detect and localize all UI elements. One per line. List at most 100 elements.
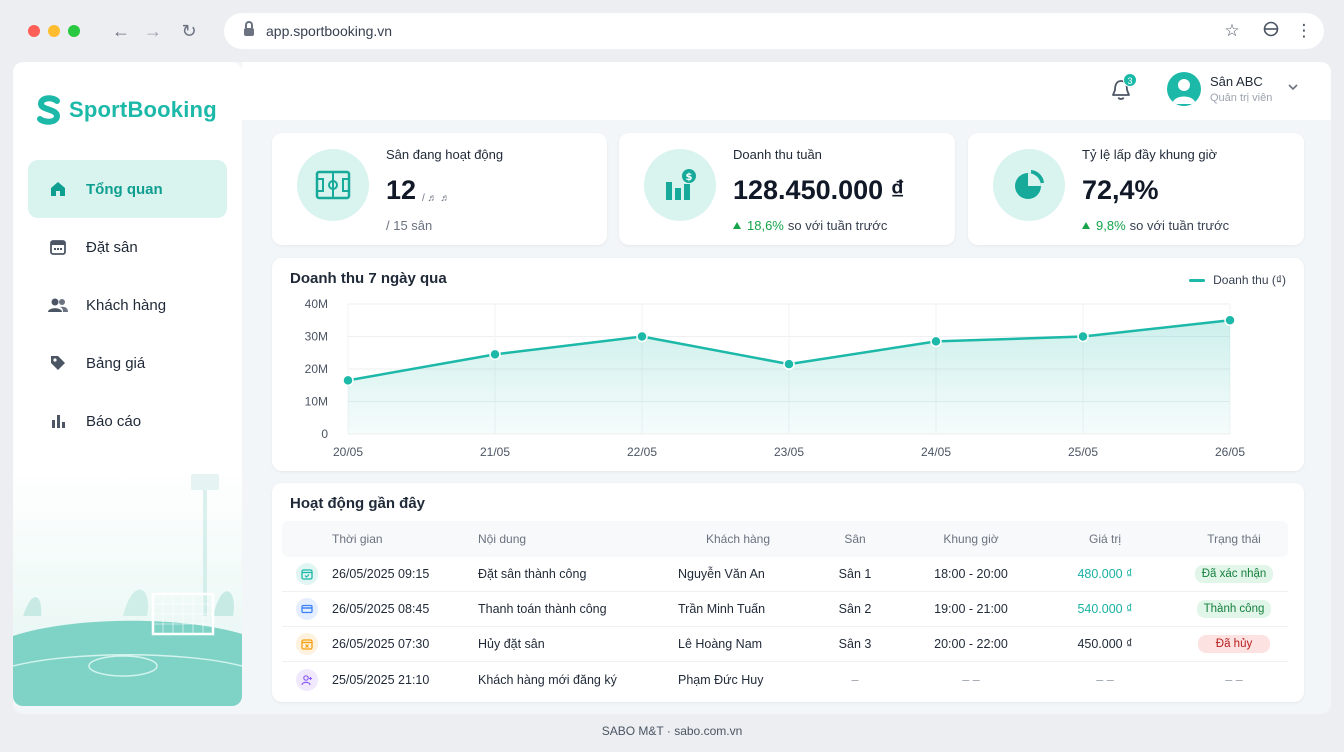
data-point: [342, 374, 354, 387]
x-tick-label: 25/05: [1068, 445, 1098, 459]
revenue-chart-card: Doanh thu 7 ngày qua Doanh thu (₫) 0 10M 2…: [272, 258, 1304, 471]
top-bar: 3 Sân ABC Quản trị viên: [242, 62, 1331, 120]
column-header: Giá trị: [1088, 532, 1121, 546]
maximize-window-button[interactable]: [68, 25, 80, 37]
credit-card-icon: [296, 598, 318, 620]
stat-value: 12: [386, 175, 417, 205]
cell-content: Hủy đặt sân: [478, 637, 545, 651]
sidebar-item-bang-gia[interactable]: Bảng giá: [28, 334, 227, 392]
column-header: Sân: [844, 532, 866, 546]
data-point: [489, 348, 501, 361]
pie-chart-icon: [1015, 170, 1044, 199]
revenue-line-chart: 0 10M 20M 30M 40M 20/05 21/05 22/05 23/05 24/05 25…: [305, 297, 1246, 459]
reload-icon[interactable]: ↻: [181, 21, 197, 41]
chart-legend: Doanh thu (₫): [1189, 273, 1286, 287]
cell-customer: Trần Minh Tuấn: [678, 602, 766, 616]
activity-table: Thời gian Nội dung Khách hàng Sân Khung …: [282, 521, 1288, 697]
data-point: [1224, 314, 1236, 326]
profile-icon[interactable]: [1261, 21, 1281, 41]
y-tick-label: 20M: [305, 362, 328, 376]
stat-title: Sân đang hoạt động: [386, 147, 504, 162]
legend-swatch: [1189, 278, 1206, 282]
cell-value: 540.000 ₫: [1077, 602, 1133, 616]
minimize-window-button[interactable]: [48, 25, 60, 37]
table-row[interactable]: 26/05/2025 09:15 Đặt sân thành công Nguyễn…: [282, 557, 1288, 592]
logo-s-icon: [37, 95, 61, 125]
cell-customer: Nguyễn Văn An: [678, 567, 765, 581]
logo[interactable]: SportBooking: [35, 94, 217, 126]
sidebar-item-label: Bảng giá: [86, 354, 146, 372]
back-arrow-icon[interactable]: ←: [112, 21, 130, 41]
close-window-button[interactable]: [28, 25, 40, 37]
cell-content: Khách hàng mới đăng ký: [478, 672, 617, 687]
lock-icon: [244, 21, 254, 37]
cell-slot: 18:00 - 20:00: [934, 567, 1008, 581]
stat-unit: / ♬ ♬: [422, 193, 451, 204]
sidebar-item-bao-cao[interactable]: Báo cáo: [28, 392, 227, 450]
cell-slot: – –: [962, 672, 980, 687]
chevron-down-icon[interactable]: [1286, 80, 1300, 94]
table-row[interactable]: 25/05/2025 21:10 Khách hàng mới đăng ký Ph…: [282, 662, 1288, 697]
stat-icon-circle: $: [644, 149, 716, 221]
trend-up-icon: [1082, 222, 1090, 229]
url-text: app.sportbooking.vn: [266, 23, 393, 39]
x-tick-label: 21/05: [480, 445, 510, 459]
change-percent: 18,6%: [747, 218, 784, 233]
change-percent: 9,8%: [1096, 218, 1126, 233]
trend-up-icon: [733, 222, 741, 229]
sidebar-item-tong-quan[interactable]: Tổng quan: [28, 160, 227, 218]
column-header: Trạng thái: [1207, 532, 1261, 546]
home-icon: [48, 179, 68, 199]
cell-value: – –: [1096, 672, 1114, 687]
stat-card-active-courts: Sân đang hoạt động 12 / ♬ ♬ / 15 sân: [272, 133, 607, 245]
cell-court: Sân 2: [838, 602, 872, 616]
cell-court: –: [851, 672, 859, 687]
column-header: Khách hàng: [705, 532, 771, 546]
sidebar-item-label: Báo cáo: [86, 412, 142, 430]
sidebar-item-khach-hang[interactable]: Khách hàng: [28, 276, 227, 334]
browser-chrome: ← → ↻ app.sportbooking.vn ☆ ⋮: [0, 0, 1344, 62]
chart-title: Doanh thu 7 ngày qua: [290, 270, 447, 287]
data-point: [930, 335, 942, 348]
calendar-x-icon: [296, 633, 318, 655]
cell-customer: Phạm Đức Huy: [678, 672, 764, 687]
star-icon[interactable]: ☆: [1224, 21, 1240, 40]
calendar-check-icon: [296, 563, 318, 585]
cell-time: 26/05/2025 08:45: [332, 602, 430, 616]
tag-icon: [48, 353, 68, 373]
notification-badge: 3: [1123, 73, 1137, 87]
x-tick-label: 22/05: [627, 445, 657, 459]
field-icon: [315, 170, 351, 200]
x-tick-label: 20/05: [333, 445, 363, 459]
x-tick-label: 24/05: [921, 445, 951, 459]
bar-chart-icon: [48, 411, 68, 431]
cell-value: 480.000 ₫: [1077, 567, 1133, 581]
status-badge: Đã xác nhận: [1194, 565, 1274, 583]
table-row[interactable]: 26/05/2025 07:30 Hủy đặt sân Lê Hoàng Nam S…: [282, 627, 1288, 662]
svg-text:$: $: [686, 172, 693, 183]
address-bar[interactable]: app.sportbooking.vn ☆ ⋮: [224, 13, 1324, 49]
stat-change: 9,8% so với tuần trước: [1082, 218, 1229, 233]
legend-label: Doanh thu (₫): [1213, 273, 1286, 287]
table-body: 26/05/2025 09:15 Đặt sân thành công Nguyễn…: [282, 557, 1288, 697]
stat-card-occupancy: Tỷ lệ lấp đầy khung giờ 72,4% 9,8% so vớ…: [968, 133, 1304, 245]
series-area: [348, 320, 1230, 434]
x-tick-label: 23/05: [774, 445, 804, 459]
cell-slot: 20:00 - 22:00: [934, 637, 1008, 651]
table-row[interactable]: 26/05/2025 08:45 Thanh toán thành công Trầ…: [282, 592, 1288, 627]
footer-text: SABO M&T · sabo.com.vn: [601, 724, 743, 738]
change-text: so với tuần trước: [787, 218, 888, 233]
cell-value: 450.000 ₫: [1077, 637, 1133, 651]
revenue-chart-icon: $: [666, 169, 696, 200]
more-vertical-icon[interactable]: ⋮: [1295, 21, 1313, 40]
forward-arrow-icon[interactable]: →: [144, 21, 162, 41]
column-header: Nội dung: [478, 532, 527, 546]
stat-title: Tỷ lệ lấp đầy khung giờ: [1082, 147, 1217, 162]
stat-sub: / 15 sân: [386, 218, 433, 233]
sidebar-item-dat-san[interactable]: Đặt sân: [28, 218, 227, 276]
stat-title: Doanh thu tuần: [733, 147, 822, 162]
column-header: Khung giờ: [943, 532, 999, 546]
avatar[interactable]: [1167, 72, 1201, 106]
user-name[interactable]: Sân ABC: [1210, 74, 1263, 89]
stat-change: 18,6% so với tuần trước: [733, 218, 887, 233]
